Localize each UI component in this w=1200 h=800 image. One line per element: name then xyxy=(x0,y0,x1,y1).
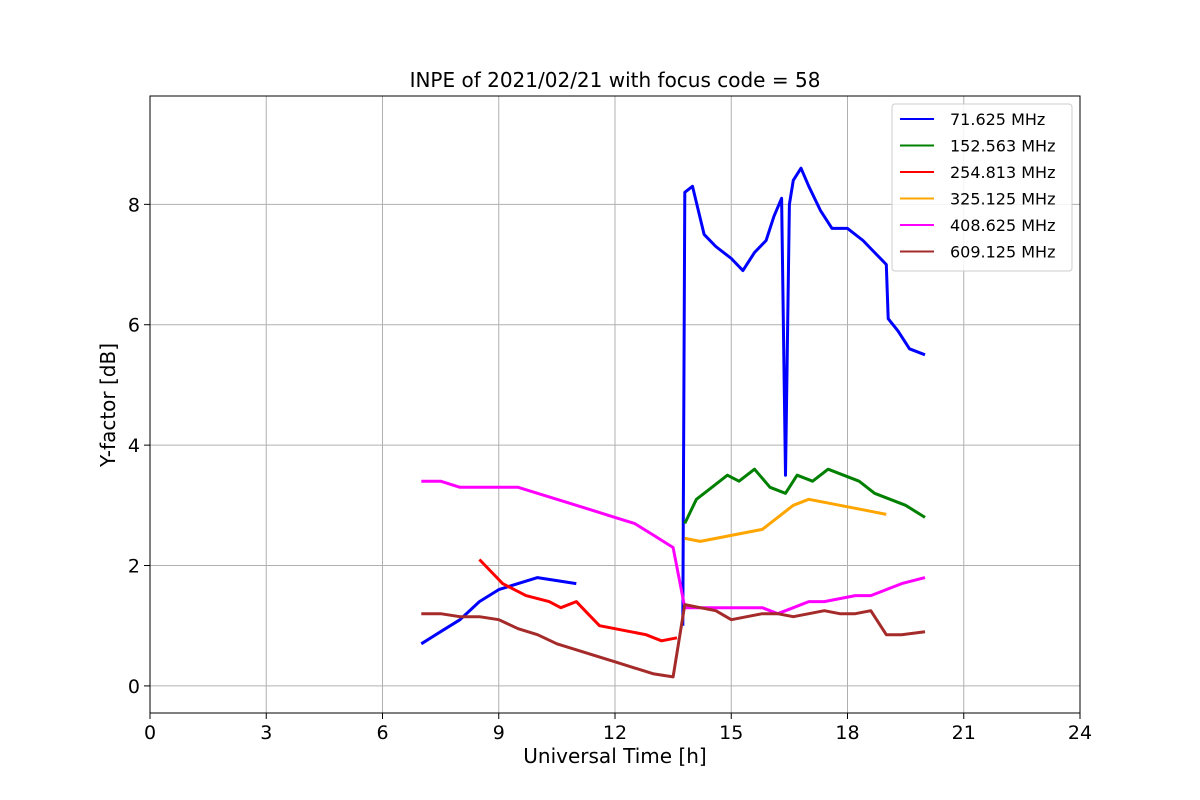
series-line-2 xyxy=(478,558,678,643)
y-tick-label: 0 xyxy=(128,676,140,698)
legend-label: 71.625 MHz xyxy=(950,110,1045,129)
series-line-5 xyxy=(421,603,926,679)
series-line-1 xyxy=(683,467,926,525)
series-line-3 xyxy=(684,497,887,543)
legend-box xyxy=(891,103,1073,272)
legend-label: 609.125 MHz xyxy=(950,243,1055,262)
x-tick-label: 3 xyxy=(260,722,272,744)
x-tick-label: 15 xyxy=(719,722,743,744)
y-tick-label: 4 xyxy=(128,435,140,457)
x-tick-label: 0 xyxy=(144,722,156,744)
series-layer xyxy=(420,166,926,679)
legend: 71.625 MHz 152.563 MHz 254.813 MHz 325.125 … xyxy=(891,103,1073,272)
x-tick-label: 18 xyxy=(835,722,859,744)
legend-label: 254.813 MHz xyxy=(950,163,1055,182)
series-line-4 xyxy=(421,479,926,616)
chart-title: INPE of 2021/02/21 with focus code = 58 xyxy=(410,68,821,92)
x-tick-label: 21 xyxy=(952,722,976,744)
y-tick-label: 8 xyxy=(128,194,140,216)
series-line-0 xyxy=(420,166,926,646)
y-tick-label: 6 xyxy=(128,315,140,337)
x-tick-label: 12 xyxy=(603,722,627,744)
x-axis-label: Universal Time [h] xyxy=(523,744,706,768)
x-tick-label: 9 xyxy=(493,722,505,744)
x-tick-label: 6 xyxy=(376,722,388,744)
legend-label: 152.563 MHz xyxy=(950,137,1055,156)
y-tick-label: 2 xyxy=(128,556,140,578)
legend-label: 408.625 MHz xyxy=(950,216,1055,235)
legend-label: 325.125 MHz xyxy=(950,190,1055,209)
y-axis-label: Y-factor [dB] xyxy=(96,343,120,468)
x-tick-label: 24 xyxy=(1068,722,1092,744)
